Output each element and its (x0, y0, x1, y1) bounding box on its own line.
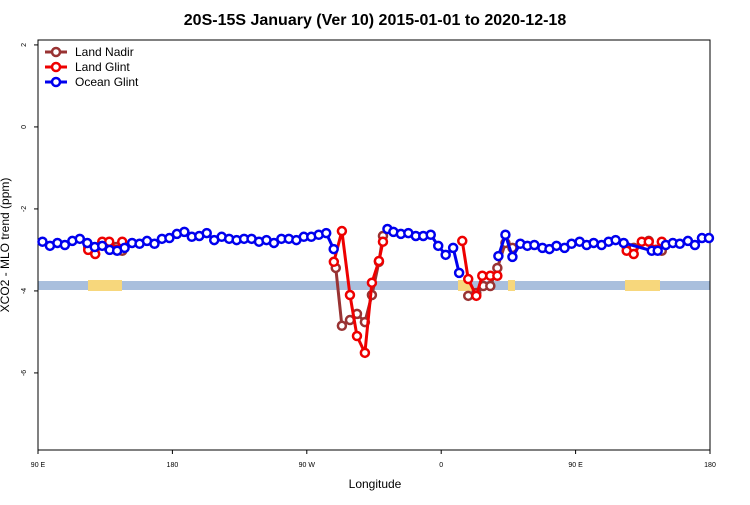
y-tick-label: 0 (21, 125, 28, 129)
data-point (500, 229, 511, 240)
plot-frame (37, 39, 711, 451)
data-point (268, 237, 280, 249)
land-band (458, 280, 472, 291)
data-point (492, 270, 503, 281)
data-point (328, 256, 340, 268)
data-point (377, 236, 389, 247)
data-point (485, 280, 496, 292)
data-point (453, 267, 465, 279)
data-point (149, 238, 160, 250)
data-point (628, 248, 639, 260)
data-point (652, 245, 663, 256)
data-point (457, 235, 468, 247)
legend-label: Ocean Glint (75, 75, 139, 89)
y-tick-label: -4 (21, 288, 28, 294)
data-point (373, 255, 385, 267)
x-tick-label: 90 E (31, 462, 46, 469)
x-axis-label: Longitude (349, 477, 402, 491)
data-point (507, 251, 518, 263)
data-point (432, 240, 444, 252)
x-tick-label: 180 (704, 462, 716, 469)
y-axis-label: XCO2 - MLO trend (ppm) (0, 178, 12, 313)
data-point (359, 347, 371, 359)
data-point (462, 290, 474, 302)
data-point (566, 238, 577, 250)
data-point (59, 239, 71, 251)
x-tick-label: 90 E (568, 462, 583, 469)
land-band (508, 280, 515, 291)
y-tick-label: -6 (21, 370, 28, 376)
data-point (328, 243, 339, 255)
data-point (447, 242, 459, 254)
data-point (529, 239, 540, 251)
data-point (425, 229, 436, 240)
data-point (336, 225, 348, 237)
land-band (88, 280, 122, 291)
data-point (201, 227, 212, 239)
legend-marker (50, 61, 62, 73)
x-tick-label: 90 W (299, 462, 316, 469)
legend-marker (50, 46, 62, 58)
data-point (462, 273, 474, 285)
x-tick-label: 0 (439, 462, 443, 469)
legend-marker (50, 76, 62, 88)
legend-label: Land Nadir (75, 45, 134, 59)
data-point (493, 250, 504, 262)
data-point (74, 233, 86, 245)
y-tick-label: 2 (21, 43, 28, 47)
data-point (471, 290, 482, 302)
data-point (336, 320, 348, 332)
data-point (477, 270, 488, 281)
data-point (618, 237, 629, 249)
data-point (179, 226, 190, 238)
chart-title: 20S-15S January (Ver 10) 2015-01-01 to 2… (184, 12, 567, 29)
x-tick-label: 180 (167, 462, 179, 469)
data-point (689, 239, 701, 251)
data-point (164, 232, 175, 244)
data-point (674, 238, 686, 250)
data-point (440, 249, 451, 261)
data-point (320, 227, 332, 239)
data-point (366, 277, 378, 288)
data-point (351, 330, 363, 342)
data-point (703, 232, 715, 244)
data-point (96, 240, 108, 252)
data-point (610, 234, 621, 246)
land-band (625, 280, 660, 291)
data-point (37, 236, 48, 247)
y-tick-label: -2 (21, 206, 28, 212)
data-point (643, 236, 655, 247)
data-point (82, 237, 93, 249)
data-point (551, 240, 562, 252)
data-point (119, 242, 130, 254)
legend-label: Land Glint (75, 60, 130, 74)
data-point (344, 289, 356, 301)
